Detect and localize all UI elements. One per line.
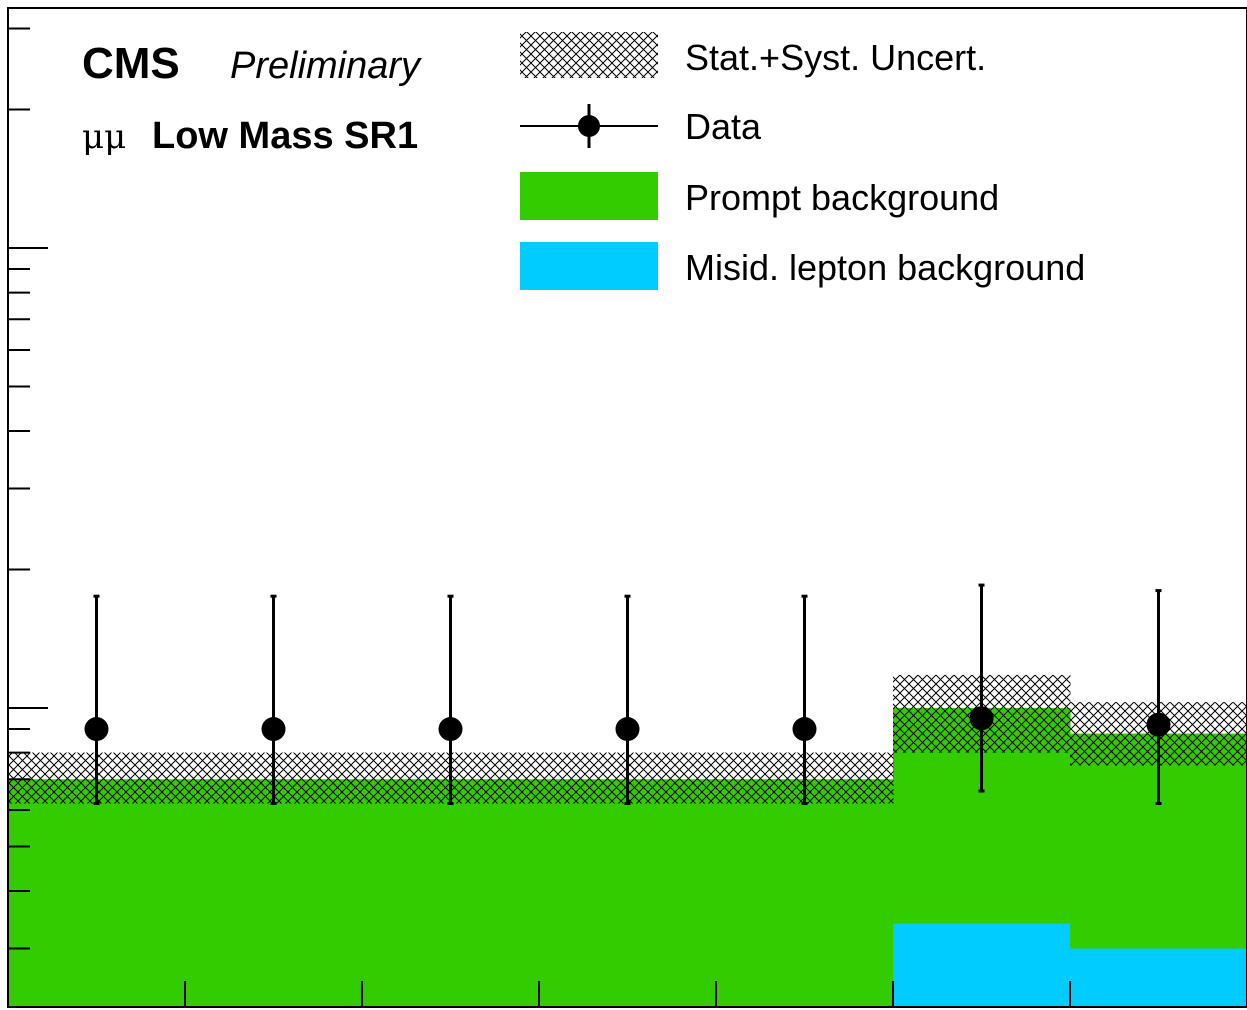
status-label: Preliminary: [230, 45, 422, 87]
bar-misid-7: [1070, 948, 1247, 1007]
legend-swatch-data: [520, 104, 658, 148]
legend-label-misid: Misid. lepton background: [685, 247, 1085, 288]
legend-swatch-prompt: [520, 172, 658, 220]
bar-prompt-1: [8, 779, 186, 1007]
data-points: [84, 583, 1171, 805]
data-point-5: [792, 717, 817, 742]
experiment-label: CMS: [82, 39, 180, 88]
legend-label-data: Data: [685, 106, 762, 147]
bar-prompt-5: [716, 779, 894, 1007]
axes: [8, 27, 1071, 1007]
legend-label-uncert: Stat.+Syst. Uncert.: [685, 37, 986, 78]
legend: Stat.+Syst. Uncert. Data Prompt backgrou…: [520, 32, 1085, 290]
data-point-2: [261, 717, 286, 742]
bar-prompt-3: [362, 779, 540, 1007]
bar-misid-6: [893, 923, 1071, 1007]
plot-frame: [7, 7, 1247, 1008]
bar-prompt-4: [539, 779, 717, 1007]
legend-swatch-misid: [520, 242, 658, 290]
legend-swatch-uncert: [520, 32, 658, 78]
channel-symbol: μμ: [82, 117, 126, 157]
data-point-7: [1146, 712, 1171, 737]
data-point-1: [84, 717, 109, 742]
data-point-3: [438, 717, 463, 742]
channel-label: Low Mass SR1: [152, 115, 418, 157]
stacked-bars: [8, 708, 1247, 1007]
legend-label-prompt: Prompt background: [685, 177, 999, 218]
bar-prompt-2: [185, 779, 363, 1007]
data-point-4: [615, 717, 640, 742]
data-point-6: [969, 706, 994, 731]
